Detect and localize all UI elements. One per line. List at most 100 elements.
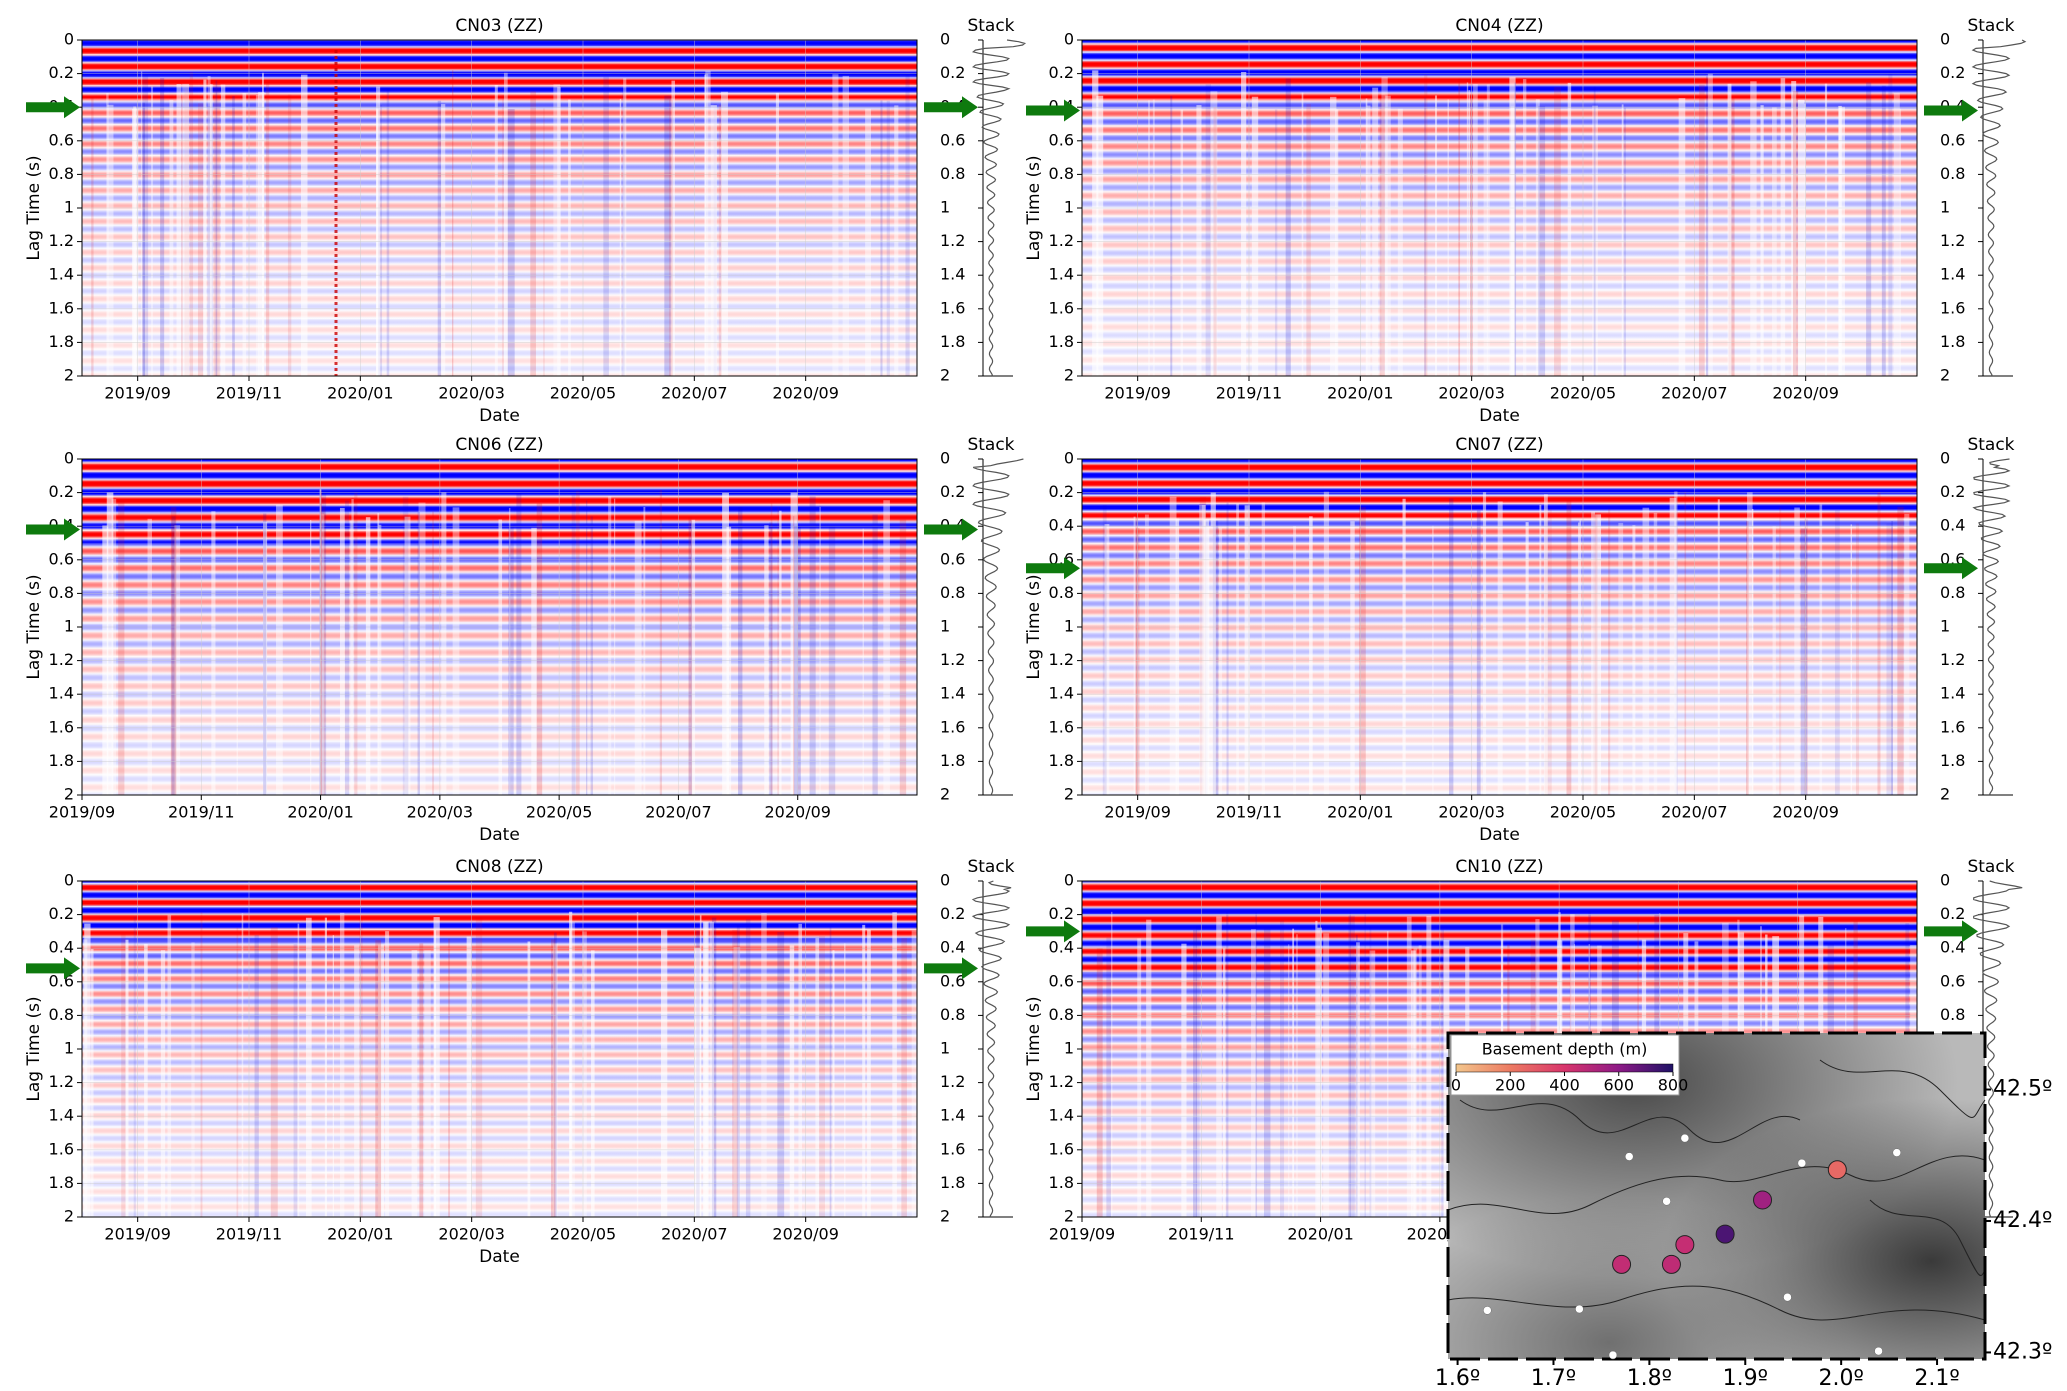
- heatmap-streak: [254, 935, 259, 1217]
- stack-y-tick-label: 0.8: [940, 583, 965, 602]
- heatmap-streak: [1205, 84, 1212, 377]
- stack-y-tick-label: 1.4: [940, 265, 965, 284]
- heatmap-streak: [1335, 109, 1339, 377]
- heatmap-streak: [1554, 87, 1561, 377]
- heatmap-streak: [660, 929, 668, 1217]
- heatmap-streak: [386, 88, 390, 376]
- heatmap-streak: [777, 507, 780, 795]
- heatmap-streak: [377, 513, 380, 795]
- lag-arrow: [26, 957, 80, 980]
- heatmap-streak: [608, 496, 612, 795]
- panel-title: CN08 (ZZ): [455, 857, 543, 877]
- x-tick-label: 2020/01: [327, 384, 393, 403]
- heatmap-streak: [170, 507, 177, 795]
- stack-y-tick-label: 0.2: [1940, 63, 1965, 82]
- y-tick-label: 1.8: [1049, 751, 1074, 770]
- heatmap-streak: [1760, 105, 1764, 376]
- stack-y-tick-label: 0.6: [940, 549, 965, 568]
- heatmap-streak: [553, 84, 561, 376]
- heatmap-streak: [1535, 99, 1540, 377]
- heatmap-streak: [215, 80, 218, 376]
- x-tick-label: 2020/07: [661, 1225, 727, 1244]
- heatmap-streak: [344, 500, 350, 795]
- heatmap-streak: [621, 88, 625, 377]
- stack-trace: [972, 39, 1027, 377]
- heatmap-streak: [1219, 528, 1223, 795]
- stack-y-tick-label: 0.8: [1940, 164, 1965, 183]
- heatmap-streak: [1348, 915, 1355, 1217]
- heatmap-streak: [1538, 105, 1546, 376]
- heatmap-streak: [475, 916, 483, 1217]
- map-y-tick-label: 42.3º: [1993, 1339, 2052, 1364]
- heatmap-streak: [798, 923, 803, 1217]
- heatmap-streak: [1146, 919, 1152, 1217]
- heatmap-streak: [1385, 95, 1391, 377]
- heatmap-streak: [531, 527, 537, 795]
- y-tick-label: 1: [64, 1039, 74, 1058]
- y-tick-label: 1.2: [49, 231, 74, 250]
- heatmap-streak: [1255, 912, 1258, 1217]
- heatmap-streak: [111, 499, 117, 795]
- stack-y-tick-label: 1: [1940, 198, 1950, 217]
- y-tick-label: 1.8: [1049, 332, 1074, 351]
- map-y-tick-label: 42.5º: [1993, 1077, 2052, 1102]
- y-tick-label: 2: [1064, 785, 1074, 804]
- panel: 000.20.20.40.40.60.60.80.8111.21.21.41.4…: [24, 16, 1027, 426]
- x-tick-label: 2020/07: [645, 803, 711, 822]
- heatmap-streak: [862, 924, 866, 1217]
- heatmap-streak: [819, 935, 825, 1217]
- heatmap-streak: [745, 919, 751, 1217]
- heatmap-streak: [142, 102, 145, 376]
- heatmap-streak: [557, 87, 561, 376]
- y-tick-label: 0.6: [49, 130, 74, 149]
- stack-y-tick-label: 0.4: [1940, 938, 1965, 957]
- heatmap-streak: [844, 943, 846, 1217]
- depth-station: [1827, 1160, 1847, 1180]
- heatmap-streak: [1350, 521, 1355, 795]
- heatmap-streak: [1406, 916, 1412, 1217]
- stack-y-tick-label: 1.4: [940, 684, 965, 703]
- heatmap-streak: [1780, 78, 1786, 377]
- lag-arrow: [924, 96, 978, 119]
- y-tick-label: 1.6: [1049, 1139, 1074, 1158]
- stack-trace: [972, 458, 1024, 796]
- y-tick-label: 0: [64, 871, 74, 890]
- heatmap-streak: [1441, 929, 1444, 1217]
- stack-y-tick-label: 2: [940, 1207, 950, 1226]
- x-tick-label: 2020/01: [1287, 1225, 1353, 1244]
- stack-y-tick-label: 1.2: [940, 1072, 965, 1091]
- heatmap-streak: [1411, 950, 1416, 1217]
- heatmap-streak: [1850, 524, 1852, 795]
- heatmap-streak: [1458, 78, 1461, 377]
- x-axis-label: Date: [479, 406, 520, 426]
- station: [1892, 1148, 1902, 1157]
- heatmap-streak: [287, 94, 292, 376]
- heatmap-streak: [1210, 492, 1216, 795]
- heatmap-streak: [452, 70, 454, 376]
- stack-y-tick-label: 0: [1940, 871, 1950, 890]
- map-x-tick-label: 2.0º: [1818, 1366, 1863, 1391]
- x-tick-label: 2020/05: [1550, 384, 1616, 403]
- heatmap-streak: [764, 525, 769, 795]
- heatmap-streak: [121, 933, 126, 1217]
- stack-y-tick-label: 1.8: [940, 332, 965, 351]
- stack-trace: [1972, 458, 2011, 796]
- heatmap-streak: [1323, 933, 1330, 1217]
- y-tick-label: 0: [64, 449, 74, 468]
- heatmap-streak: [779, 510, 782, 795]
- heatmap-streak: [433, 917, 440, 1217]
- heatmap-streak: [530, 91, 536, 377]
- heatmap-streak: [1669, 497, 1677, 795]
- heatmap-streak: [1111, 911, 1113, 1217]
- y-tick-label: 1.2: [1049, 1072, 1074, 1091]
- heatmap-streak: [1170, 95, 1173, 376]
- heatmap-streak: [266, 81, 270, 377]
- heatmap-streak: [718, 104, 722, 377]
- heatmap-streak: [189, 71, 194, 377]
- stack-y-tick-label: 0.6: [1940, 971, 1965, 990]
- heatmap-streak: [118, 500, 125, 795]
- stack-y-tick-label: 0: [1940, 449, 1950, 468]
- panel: 000.20.20.40.40.60.60.80.8111.21.21.41.4…: [24, 435, 1024, 845]
- heatmap-streak: [809, 496, 816, 795]
